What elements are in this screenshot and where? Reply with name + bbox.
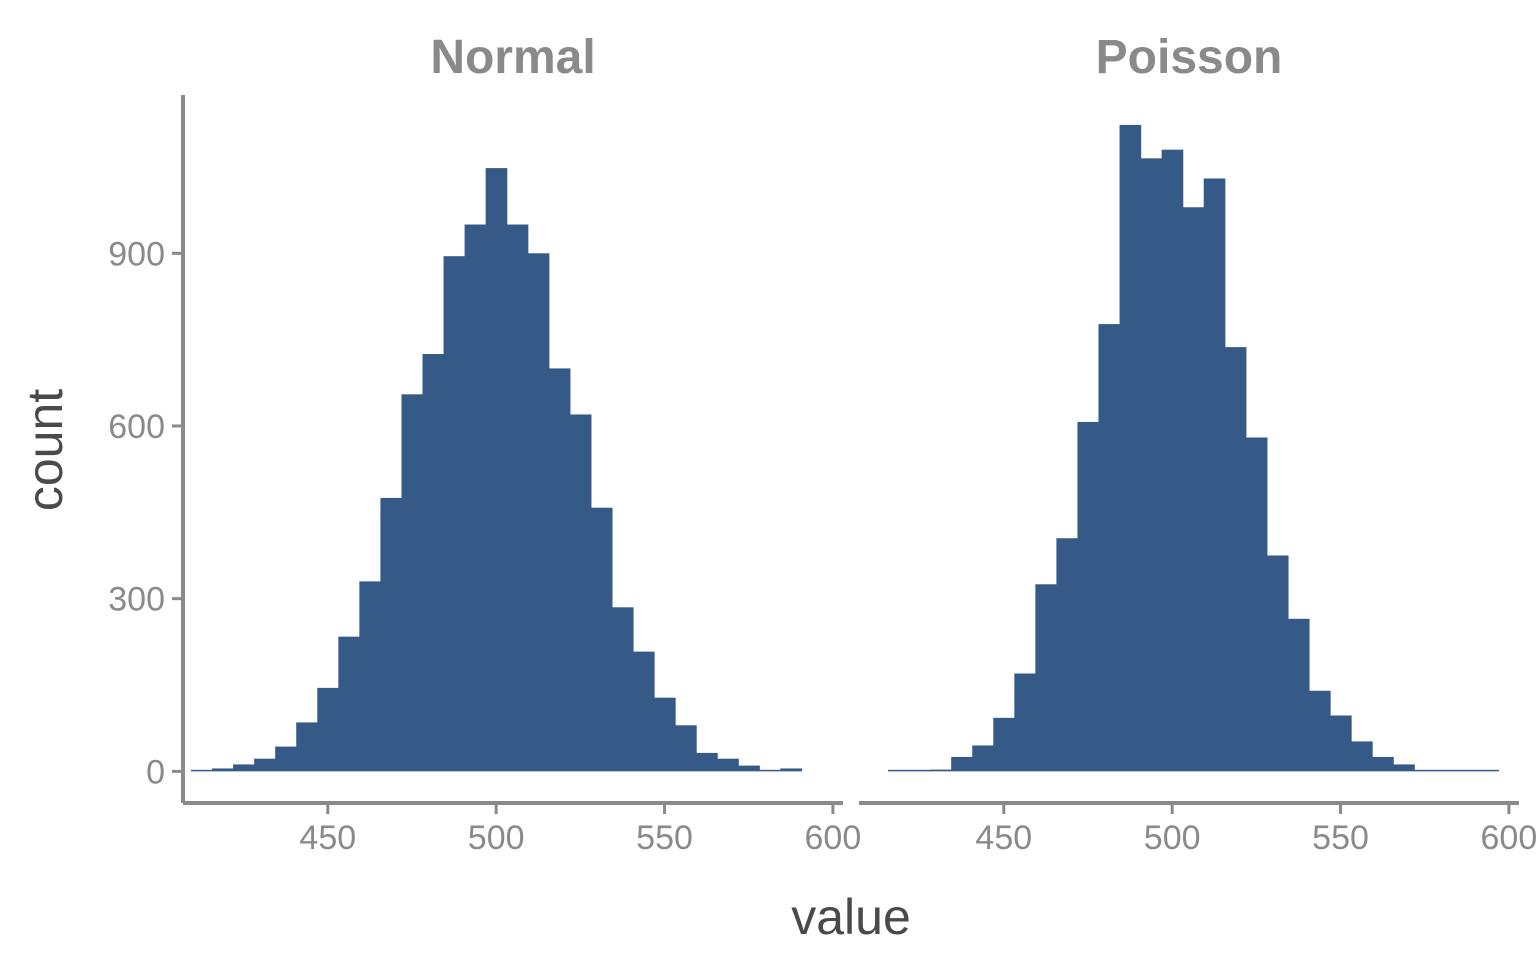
histogram-bar-poisson-2 <box>930 769 952 772</box>
histogram-bar-normal-22 <box>654 697 676 772</box>
histogram-bar-poisson-9 <box>1077 421 1100 772</box>
histogram-bar-normal-14 <box>485 168 508 772</box>
histogram-bar-poisson-8 <box>1056 538 1079 772</box>
histogram-bar-normal-3 <box>254 758 276 772</box>
histogram-bar-poisson-15 <box>1203 178 1226 772</box>
y-tick-label: 600 <box>108 408 165 446</box>
facet-title-normal: Normal <box>430 31 595 84</box>
histogram-bar-poisson-17 <box>1245 437 1268 772</box>
y-axis: 0 300 600 900 <box>108 95 185 803</box>
histogram-bar-poisson-5 <box>993 717 1015 772</box>
histogram-bar-normal-1 <box>212 768 234 772</box>
histogram-bar-poisson-27 <box>1456 769 1478 772</box>
histogram-bar-poisson-12 <box>1140 158 1163 772</box>
facet-title-poisson: Poisson <box>1096 31 1283 84</box>
x-tick-label: 550 <box>1312 819 1369 857</box>
histogram-bar-poisson-3 <box>951 756 973 772</box>
histogram-bar-normal-27 <box>759 769 781 772</box>
histogram-bar-poisson-6 <box>1014 673 1036 772</box>
histogram-bar-normal-12 <box>443 256 466 772</box>
x-axis-poisson: 450 500 550 600 <box>859 801 1536 857</box>
facet-panel-poisson: Poisson 450 500 550 600 <box>859 31 1536 857</box>
histogram-bar-poisson-23 <box>1372 756 1394 772</box>
histogram-bar-normal-23 <box>675 725 697 772</box>
histogram-bar-normal-7 <box>338 636 360 772</box>
x-tick-label: 500 <box>468 819 525 857</box>
y-axis-title: count <box>17 389 73 511</box>
histogram-bar-poisson-1 <box>909 769 931 772</box>
y-tick-label: 300 <box>108 581 165 619</box>
histogram-bar-poisson-22 <box>1351 741 1373 772</box>
x-axis-normal: 450 500 550 600 <box>183 801 862 857</box>
histogram-bar-normal-0 <box>191 769 213 772</box>
histogram-bar-normal-8 <box>359 581 382 772</box>
histogram-bar-poisson-14 <box>1182 207 1205 772</box>
histogram-bar-poisson-21 <box>1330 715 1352 772</box>
histogram-bar-poisson-28 <box>1477 769 1499 772</box>
histogram-bar-poisson-24 <box>1393 764 1415 772</box>
histogram-bar-normal-9 <box>380 497 403 772</box>
facet-panel-normal: Normal 450 500 550 600 <box>183 31 861 857</box>
histogram-bar-poisson-0 <box>888 769 910 772</box>
histogram-bar-normal-11 <box>422 354 445 772</box>
histogram-bar-poisson-10 <box>1098 324 1121 772</box>
x-tick-label: 600 <box>1481 819 1536 857</box>
histogram-bar-poisson-16 <box>1224 347 1247 772</box>
x-tick-label: 500 <box>1144 819 1201 857</box>
x-tick-label: 600 <box>805 819 862 857</box>
histogram-bar-normal-5 <box>296 722 318 772</box>
histogram-bar-poisson-25 <box>1414 769 1436 772</box>
y-tick-label: 0 <box>146 753 165 791</box>
histogram-bar-poisson-7 <box>1035 584 1058 772</box>
histogram-bar-poisson-11 <box>1119 124 1142 772</box>
histogram-bar-normal-15 <box>506 224 529 772</box>
histogram-bar-normal-24 <box>696 752 718 772</box>
x-tick-label: 450 <box>975 819 1032 857</box>
histogram-bar-normal-2 <box>233 764 255 772</box>
histogram-bar-poisson-13 <box>1161 149 1184 772</box>
y-tick-label: 900 <box>108 235 165 273</box>
bars-poisson <box>888 124 1499 772</box>
histogram-bar-poisson-4 <box>972 745 994 772</box>
histogram-bar-normal-21 <box>632 651 655 772</box>
histogram-bar-normal-26 <box>738 765 760 772</box>
histogram-bar-normal-4 <box>275 746 297 772</box>
histogram-bar-normal-19 <box>590 507 613 772</box>
x-tick-label: 550 <box>636 819 693 857</box>
histogram-bar-normal-25 <box>717 758 739 772</box>
histogram-bar-normal-16 <box>527 253 550 772</box>
histogram-bar-normal-13 <box>464 224 487 772</box>
bars-normal <box>191 168 802 772</box>
histogram-bar-normal-10 <box>401 394 424 772</box>
histogram-bar-normal-17 <box>548 368 571 772</box>
histogram-bar-poisson-26 <box>1435 769 1457 772</box>
histogram-bar-poisson-18 <box>1266 555 1289 772</box>
histogram-bar-normal-6 <box>317 687 339 772</box>
histogram-bar-poisson-20 <box>1308 690 1331 772</box>
histogram-bar-normal-18 <box>569 414 592 772</box>
x-tick-label: 450 <box>299 819 356 857</box>
x-axis-title: value <box>791 889 911 945</box>
histogram-bar-poisson-19 <box>1287 618 1310 772</box>
histogram-bar-normal-20 <box>611 607 634 772</box>
histogram-bar-normal-28 <box>780 768 802 772</box>
